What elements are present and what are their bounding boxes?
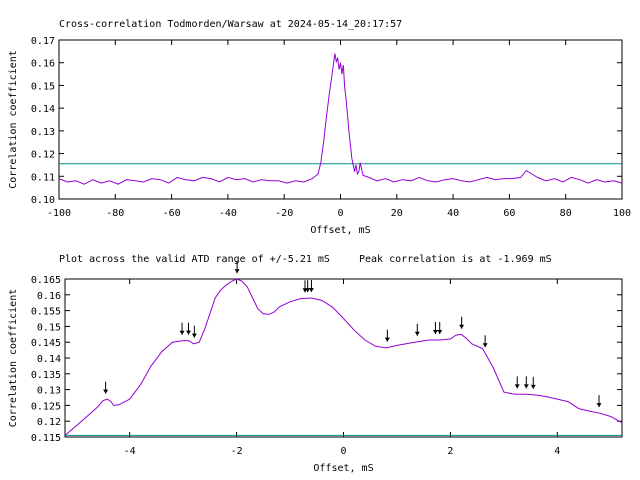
marker-arrow — [482, 335, 488, 348]
y-tick-label: 0.15 — [37, 322, 61, 333]
top-plot: -100 -80 -60 -40 -20 0 20 40 60 80 100 0.10 0.11 0.12… — [8, 36, 631, 236]
y-tick-label: 0.16 — [31, 59, 55, 70]
x-tick-label: -60 — [163, 208, 181, 219]
x-tick-label: 100 — [613, 208, 631, 219]
y-tick-label: 0.115 — [31, 433, 61, 444]
x-tick-label: 4 — [554, 446, 560, 457]
marker-arrow — [523, 376, 529, 389]
marker-arrow — [308, 279, 314, 292]
marker-arrow — [185, 322, 191, 335]
marker-arrow — [384, 329, 390, 342]
x-tick-label: -4 — [124, 446, 136, 457]
bottom-plot: -4 -2 0 2 4 0.115 0.12 0.125 0.13 0.135 0.14 0.145 0… — [8, 261, 623, 474]
x-axis-label: Offset, mS — [310, 225, 370, 236]
x-axis-label: Offset, mS — [313, 463, 373, 474]
y-tick-label: 0.13 — [31, 127, 55, 138]
y-tick-label: 0.15 — [31, 81, 55, 92]
marker-arrow — [459, 316, 465, 329]
x-tick-label: 20 — [391, 208, 403, 219]
marker-arrow — [414, 323, 420, 336]
y-tick-label: 0.14 — [37, 354, 61, 365]
marker-arrow — [514, 376, 520, 389]
y-tick-label: 0.13 — [37, 386, 61, 397]
x-tick-label: -2 — [231, 446, 243, 457]
marker-arrow — [596, 395, 602, 408]
y-tick-label: 0.10 — [31, 195, 55, 206]
y-tick-label: 0.135 — [31, 370, 61, 381]
y-tick-label: 0.12 — [31, 150, 55, 161]
x-tick-label: 40 — [447, 208, 459, 219]
x-tick-label: 80 — [560, 208, 572, 219]
y-tick-label: 0.11 — [31, 172, 55, 183]
marker-arrow — [234, 261, 240, 274]
correlation-line — [58, 53, 623, 185]
marker-arrow — [191, 325, 197, 338]
peak-correlation-label: Peak correlation is at -1.969 mS — [359, 254, 552, 265]
y-tick-label: 0.145 — [31, 338, 61, 349]
marker-arrow — [103, 381, 109, 394]
y-tick-label: 0.155 — [31, 307, 61, 318]
y-tick-label: 0.16 — [37, 291, 61, 302]
valid-range-label: Plot across the valid ATD range of +/-5.… — [59, 254, 330, 265]
x-tick-label: -40 — [219, 208, 237, 219]
x-tick-label: 0 — [337, 208, 343, 219]
y-tick-label: 0.125 — [31, 401, 61, 412]
x-tick-label: -80 — [106, 208, 124, 219]
y-tick-label: 0.12 — [37, 417, 61, 428]
plot-frame — [64, 278, 623, 438]
marker-arrow — [179, 322, 185, 335]
chart-title: Cross-correlation Todmorden/Warsaw at 20… — [59, 19, 402, 30]
y-tick-label: 0.17 — [31, 36, 55, 47]
x-tick-label: 2 — [447, 446, 453, 457]
marker-arrow — [432, 321, 438, 334]
x-tick-label: 0 — [340, 446, 346, 457]
marker-arrow — [437, 321, 443, 334]
y-tick-label: 0.14 — [31, 104, 55, 115]
y-tick-label: 0.165 — [31, 275, 61, 286]
x-tick-label: 60 — [503, 208, 515, 219]
y-axis-label: Correlation coefficient — [8, 289, 19, 427]
marker-arrow — [530, 376, 536, 389]
correlation-line — [64, 278, 623, 436]
marker-arrow — [305, 280, 311, 293]
y-axis-label: Correlation coefficient — [8, 50, 19, 188]
x-tick-label: -100 — [47, 208, 71, 219]
x-tick-label: -20 — [275, 208, 293, 219]
